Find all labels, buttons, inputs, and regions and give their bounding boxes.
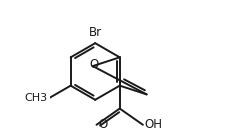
Text: Br: Br [89, 26, 102, 39]
Text: OH: OH [144, 118, 163, 131]
Text: CH3: CH3 [24, 93, 47, 103]
Text: O: O [98, 118, 107, 131]
Text: O: O [89, 58, 99, 71]
